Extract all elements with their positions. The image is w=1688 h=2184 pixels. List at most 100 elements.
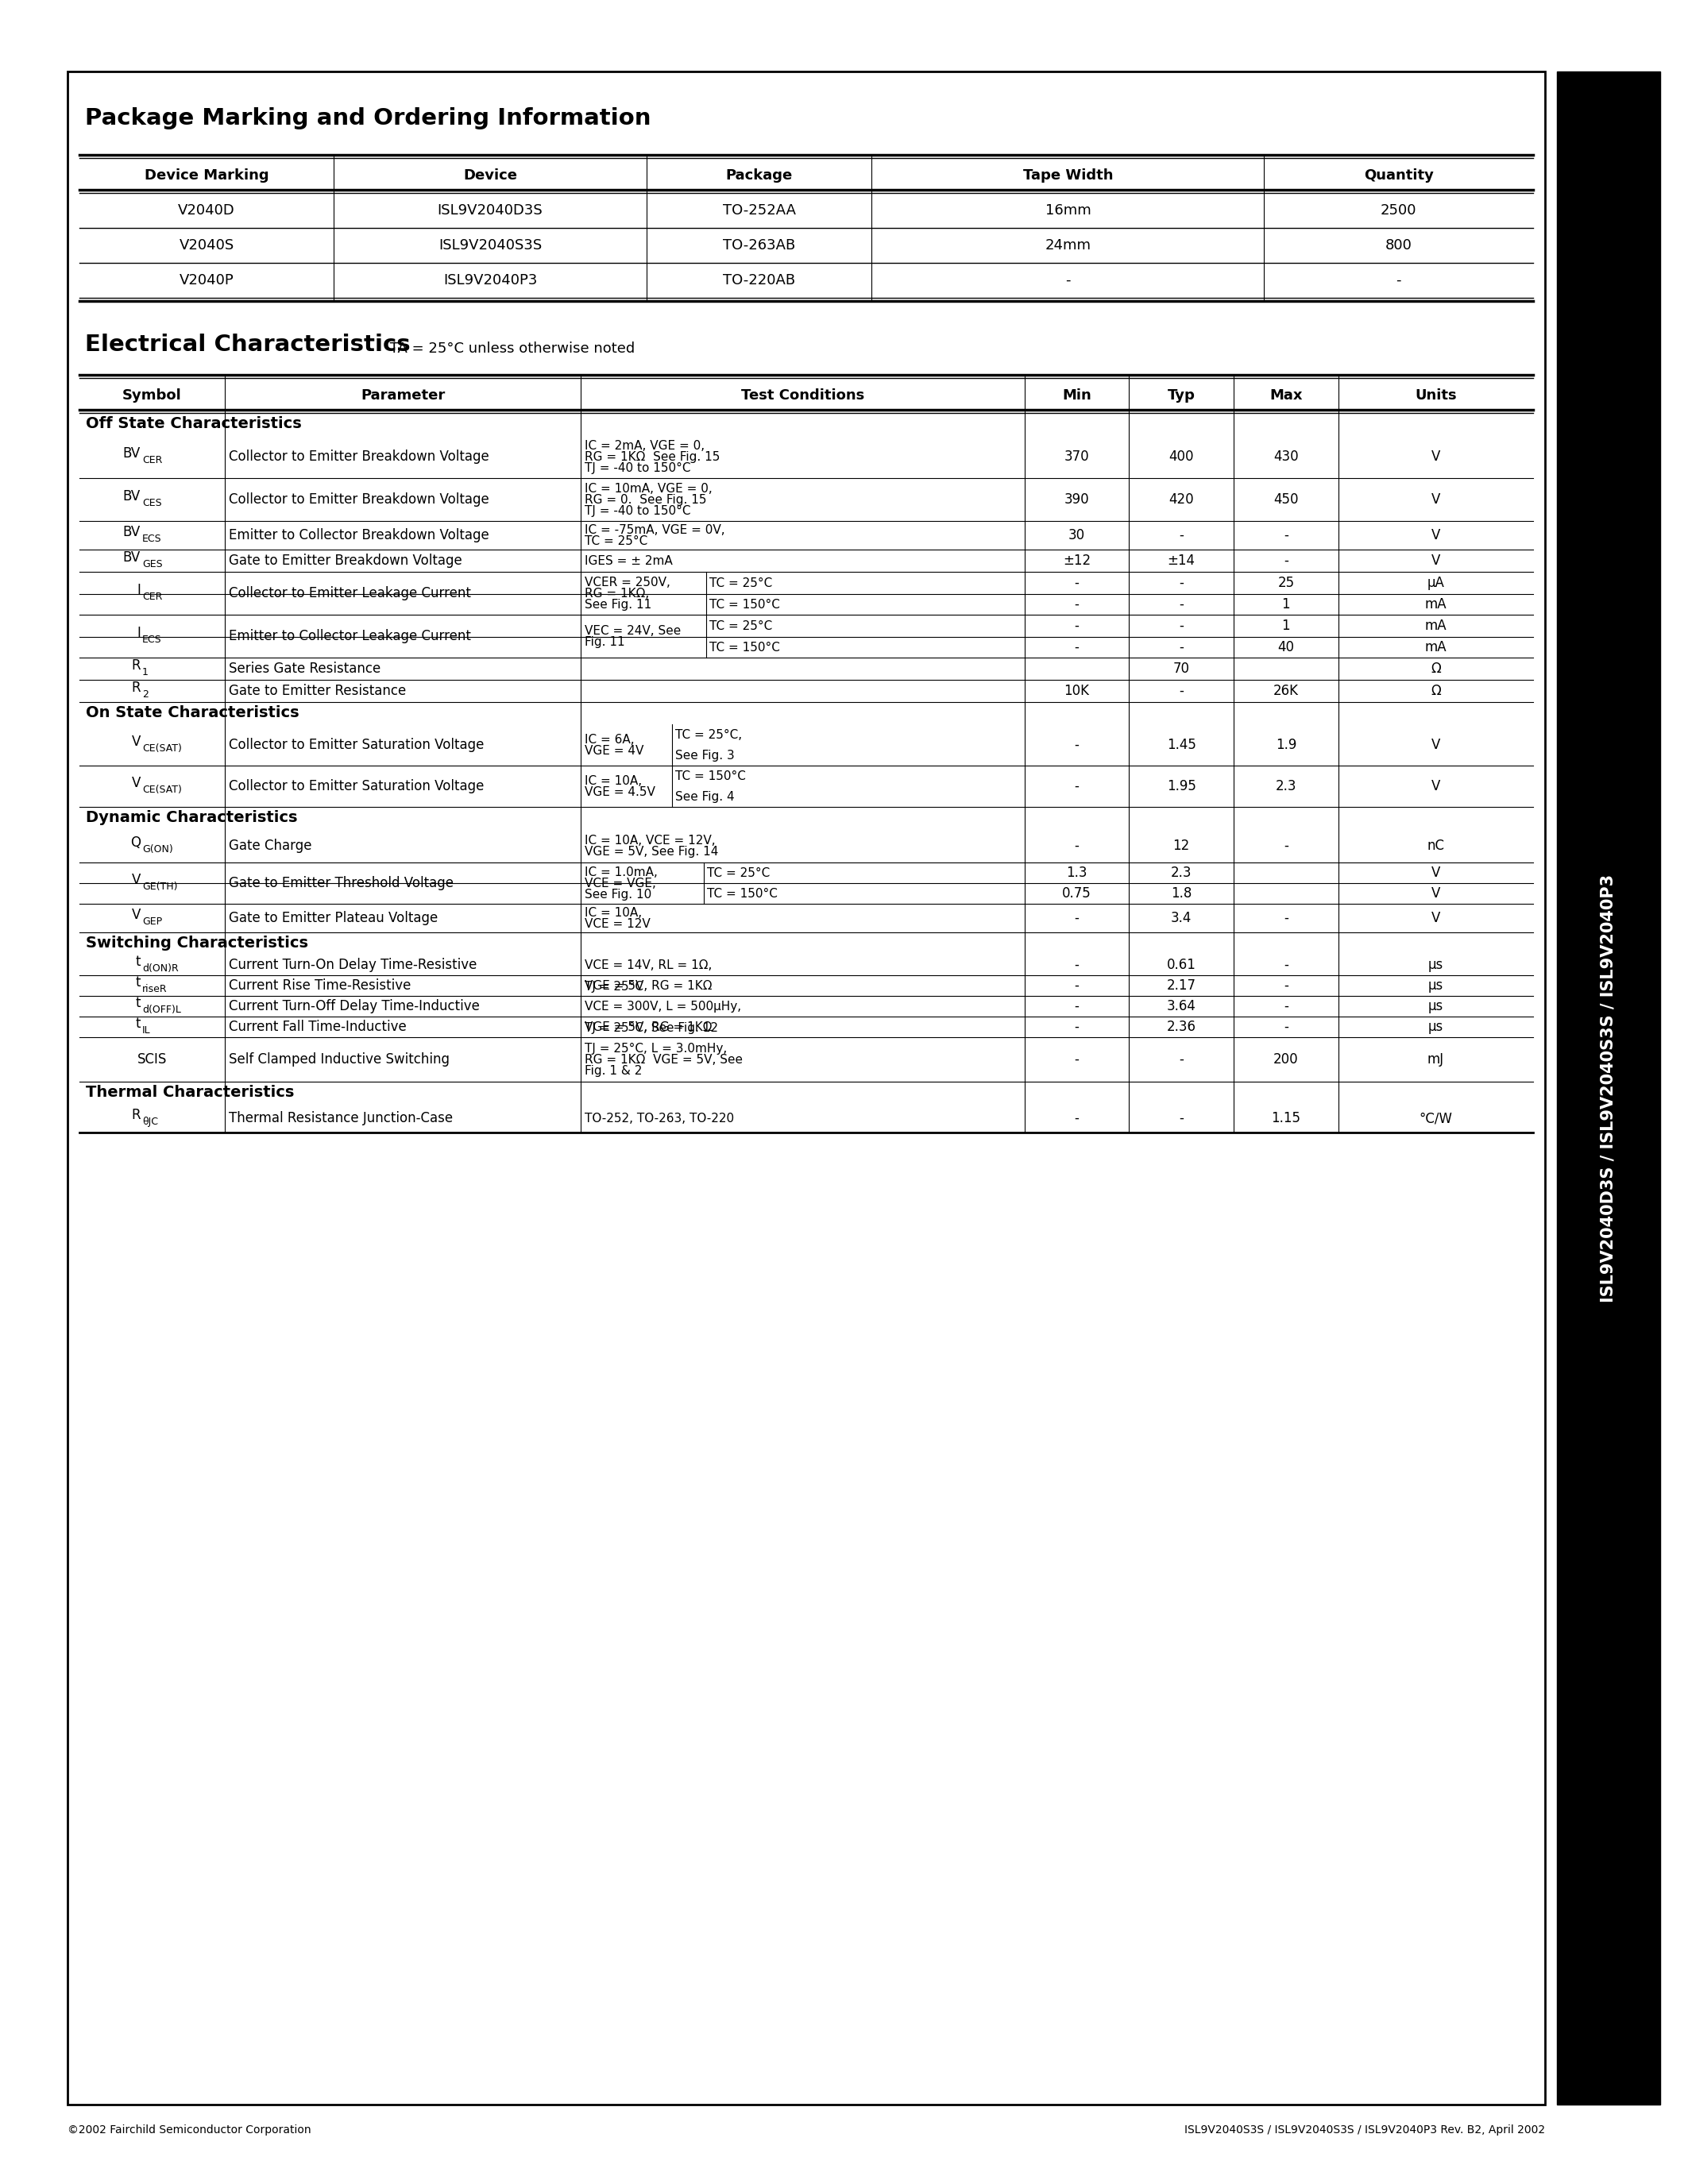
Text: CER: CER xyxy=(142,592,162,601)
Text: See Fig. 4: See Fig. 4 xyxy=(675,791,734,802)
Text: -: - xyxy=(1074,998,1079,1013)
Text: V2040P: V2040P xyxy=(179,273,235,288)
Text: On State Characteristics: On State Characteristics xyxy=(86,705,299,721)
Text: ISL9V2040D3S: ISL9V2040D3S xyxy=(437,203,544,218)
Text: -: - xyxy=(1283,978,1288,994)
Text: μs: μs xyxy=(1428,1020,1443,1033)
Text: -: - xyxy=(1178,640,1183,655)
Text: mA: mA xyxy=(1425,596,1447,612)
Text: -: - xyxy=(1283,911,1288,926)
Text: VGE = 4.5V: VGE = 4.5V xyxy=(586,786,655,797)
Text: -: - xyxy=(1074,1112,1079,1125)
Text: See Fig. 3: See Fig. 3 xyxy=(675,749,734,762)
Text: -: - xyxy=(1074,839,1079,854)
Bar xyxy=(1556,72,1661,2105)
Text: 1.15: 1.15 xyxy=(1271,1112,1301,1125)
Text: Series Gate Resistance: Series Gate Resistance xyxy=(230,662,381,675)
Text: 200: 200 xyxy=(1273,1053,1298,1066)
Text: See Fig. 11: See Fig. 11 xyxy=(586,598,652,609)
Text: Collector to Emitter Saturation Voltage: Collector to Emitter Saturation Voltage xyxy=(230,780,484,793)
Text: CE(SAT): CE(SAT) xyxy=(142,784,182,795)
Text: VGE = 5V, See Fig. 14: VGE = 5V, See Fig. 14 xyxy=(586,845,719,858)
Text: 2500: 2500 xyxy=(1381,203,1416,218)
Text: -: - xyxy=(1178,577,1183,590)
Text: -: - xyxy=(1283,839,1288,854)
Text: I: I xyxy=(137,583,140,596)
Text: Fig. 1 & 2: Fig. 1 & 2 xyxy=(586,1064,643,1077)
Text: Thermal Resistance Junction-Case: Thermal Resistance Junction-Case xyxy=(230,1112,452,1125)
Text: Switching Characteristics: Switching Characteristics xyxy=(86,935,309,950)
Text: μs: μs xyxy=(1428,959,1443,972)
Text: -: - xyxy=(1074,618,1079,633)
Text: V: V xyxy=(1431,529,1440,542)
Text: Gate to Emitter Resistance: Gate to Emitter Resistance xyxy=(230,684,407,699)
Text: -: - xyxy=(1178,1053,1183,1066)
Text: IC = -75mA, VGE = 0V,: IC = -75mA, VGE = 0V, xyxy=(586,524,726,535)
Text: V: V xyxy=(132,775,140,791)
Text: 0.75: 0.75 xyxy=(1062,887,1090,900)
Text: TC = 25°C,: TC = 25°C, xyxy=(675,729,743,740)
Text: Current Turn-On Delay Time-Resistive: Current Turn-On Delay Time-Resistive xyxy=(230,959,478,972)
Text: Emitter to Collector Leakage Current: Emitter to Collector Leakage Current xyxy=(230,629,471,644)
Text: Current Rise Time-Resistive: Current Rise Time-Resistive xyxy=(230,978,410,994)
Text: IC = 1.0mA,: IC = 1.0mA, xyxy=(586,867,658,878)
Text: -: - xyxy=(1074,978,1079,994)
Text: 1.9: 1.9 xyxy=(1276,738,1296,751)
Text: ISL9V2040S3S: ISL9V2040S3S xyxy=(439,238,542,253)
Text: nC: nC xyxy=(1426,839,1445,854)
Text: Current Fall Time-Inductive: Current Fall Time-Inductive xyxy=(230,1020,407,1033)
Text: t: t xyxy=(135,1016,140,1031)
Text: TJ = 25°C, L = 3.0mHy,: TJ = 25°C, L = 3.0mHy, xyxy=(586,1042,728,1055)
Text: VGE = 5V, RG = 1KΩ: VGE = 5V, RG = 1KΩ xyxy=(586,981,712,992)
Text: TC = 150°C: TC = 150°C xyxy=(709,642,780,653)
Text: Device Marking: Device Marking xyxy=(145,168,268,183)
Text: 800: 800 xyxy=(1386,238,1413,253)
Text: Gate to Emitter Plateau Voltage: Gate to Emitter Plateau Voltage xyxy=(230,911,437,926)
Text: SCIS: SCIS xyxy=(137,1053,167,1066)
Text: V: V xyxy=(1431,738,1440,751)
Text: Symbol: Symbol xyxy=(123,389,182,402)
Text: 420: 420 xyxy=(1168,491,1193,507)
Text: μA: μA xyxy=(1426,577,1445,590)
Text: 2: 2 xyxy=(142,688,149,699)
Text: Self Clamped Inductive Switching: Self Clamped Inductive Switching xyxy=(230,1053,449,1066)
Text: TJ = 25°C, See Fig. 12: TJ = 25°C, See Fig. 12 xyxy=(586,1022,719,1033)
Text: 390: 390 xyxy=(1063,491,1089,507)
Text: TO-252, TO-263, TO-220: TO-252, TO-263, TO-220 xyxy=(586,1112,734,1125)
Text: Off State Characteristics: Off State Characteristics xyxy=(86,417,302,430)
Text: IC = 10A,: IC = 10A, xyxy=(586,906,641,919)
Text: Fig. 11: Fig. 11 xyxy=(586,636,625,649)
Text: TC = 25°C: TC = 25°C xyxy=(709,577,773,590)
Text: Package Marking and Ordering Information: Package Marking and Ordering Information xyxy=(84,107,652,129)
Text: 10K: 10K xyxy=(1063,684,1089,699)
Text: 1: 1 xyxy=(1281,596,1290,612)
Text: VCE = VGE,: VCE = VGE, xyxy=(586,878,657,889)
Text: TC = 25°C: TC = 25°C xyxy=(709,620,773,631)
Text: G(ON): G(ON) xyxy=(142,843,172,854)
Text: ISL9V2040P3: ISL9V2040P3 xyxy=(442,273,537,288)
Text: V: V xyxy=(132,874,140,887)
Text: mA: mA xyxy=(1425,640,1447,655)
Text: TC = 150°C: TC = 150°C xyxy=(707,887,778,900)
Text: 3.64: 3.64 xyxy=(1166,998,1197,1013)
Text: V: V xyxy=(1431,887,1440,900)
Text: Collector to Emitter Breakdown Voltage: Collector to Emitter Breakdown Voltage xyxy=(230,450,490,463)
Text: 370: 370 xyxy=(1063,450,1089,463)
Text: Dynamic Characteristics: Dynamic Characteristics xyxy=(86,810,297,826)
Text: I: I xyxy=(137,627,140,640)
Text: Quantity: Quantity xyxy=(1364,168,1433,183)
Text: GES: GES xyxy=(142,559,162,570)
Text: 450: 450 xyxy=(1273,491,1298,507)
Text: V: V xyxy=(1431,491,1440,507)
Text: d(ON)R: d(ON)R xyxy=(142,963,179,974)
Text: Emitter to Collector Breakdown Voltage: Emitter to Collector Breakdown Voltage xyxy=(230,529,490,542)
Text: R: R xyxy=(132,1107,140,1123)
Text: Gate Charge: Gate Charge xyxy=(230,839,312,854)
Text: VCE = 14V, RL = 1Ω,: VCE = 14V, RL = 1Ω, xyxy=(586,959,712,972)
Text: ECS: ECS xyxy=(142,533,162,544)
Text: ±12: ±12 xyxy=(1063,553,1090,568)
Text: ©2002 Fairchild Semiconductor Corporation: ©2002 Fairchild Semiconductor Corporatio… xyxy=(68,2125,311,2136)
Text: V: V xyxy=(1431,553,1440,568)
Text: TO-252AA: TO-252AA xyxy=(722,203,795,218)
Text: VCE = 300V, L = 500μHy,: VCE = 300V, L = 500μHy, xyxy=(586,1000,741,1011)
